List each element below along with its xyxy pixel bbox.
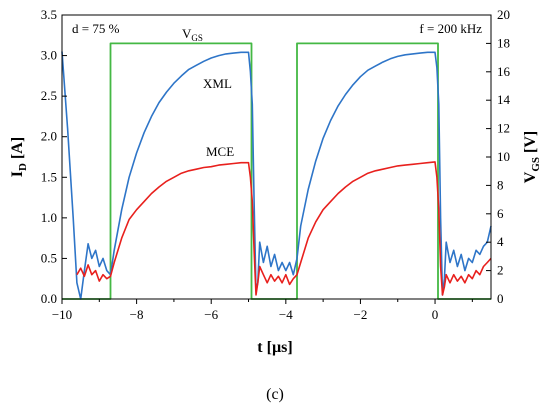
frequency-annotation: f = 200 kHz <box>419 21 482 36</box>
y-right-title-sub: GS <box>530 157 542 172</box>
y-right-axis-ticks: 0 2 4 6 8 10 12 14 16 18 20 <box>486 7 511 306</box>
y-right-tick-label: 10 <box>497 149 510 164</box>
y-left-title-unit: [A] <box>9 137 26 163</box>
x-tick-label: −4 <box>279 307 293 322</box>
x-tick-label: −10 <box>52 307 72 322</box>
y-right-tick-label: 16 <box>497 64 511 79</box>
y-left-axis-ticks: 0.0 0.5 1.0 1.5 2.0 2.5 3.0 3.5 <box>41 7 67 306</box>
y-right-tick-label: 14 <box>497 92 511 107</box>
x-tick-label: −2 <box>354 307 368 322</box>
y-left-tick-label: 1.5 <box>41 169 57 184</box>
y-left-axis-title: ID [A] <box>9 137 29 177</box>
series-line-mce <box>76 161 492 296</box>
y-right-tick-label: 12 <box>497 121 510 136</box>
vgs-annotation: VGS <box>182 26 203 43</box>
y-right-tick-label: 4 <box>497 234 504 249</box>
y-right-tick-label: 0 <box>497 291 504 306</box>
series-line-xml <box>61 51 492 300</box>
series-layer <box>61 42 492 300</box>
y-left-tick-label: 0.0 <box>41 291 57 306</box>
y-left-tick-label: 2.5 <box>41 88 57 103</box>
x-tick-label: −8 <box>130 307 144 322</box>
y-right-axis-title: VGS [V] <box>522 131 542 183</box>
x-tick-label: 0 <box>432 307 439 322</box>
y-right-tick-label: 18 <box>497 35 510 50</box>
y-left-title-sub: D <box>17 163 29 171</box>
duty-annotation: d = 75 % <box>72 21 120 36</box>
x-tick-label: −6 <box>204 307 218 322</box>
y-right-tick-label: 20 <box>497 7 510 22</box>
y-left-title-main: I <box>9 171 26 177</box>
y-left-tick-label: 0.5 <box>41 250 57 265</box>
y-left-tick-label: 1.0 <box>41 210 57 225</box>
y-right-tick-label: 2 <box>497 263 504 278</box>
plot-frame <box>61 14 492 300</box>
x-axis-title: t [µs] <box>257 339 292 356</box>
vgs-annotation-sub: GS <box>191 33 203 43</box>
mce-series-label: MCE <box>206 144 234 159</box>
x-axis-ticks: −10 −8 −6 −4 −2 0 <box>52 299 473 322</box>
vgs-annotation-main: V <box>182 26 192 41</box>
y-right-title-unit: [V] <box>522 131 539 157</box>
figure-caption: (c) <box>266 386 284 403</box>
y-left-tick-label: 3.5 <box>41 7 57 22</box>
y-left-tick-label: 2.0 <box>41 129 57 144</box>
y-right-tick-label: 8 <box>497 177 504 192</box>
xml-series-label: XML <box>203 76 232 91</box>
y-right-tick-label: 6 <box>497 206 504 221</box>
y-left-tick-label: 3.0 <box>41 48 57 63</box>
y-right-title-main: V <box>522 171 539 183</box>
